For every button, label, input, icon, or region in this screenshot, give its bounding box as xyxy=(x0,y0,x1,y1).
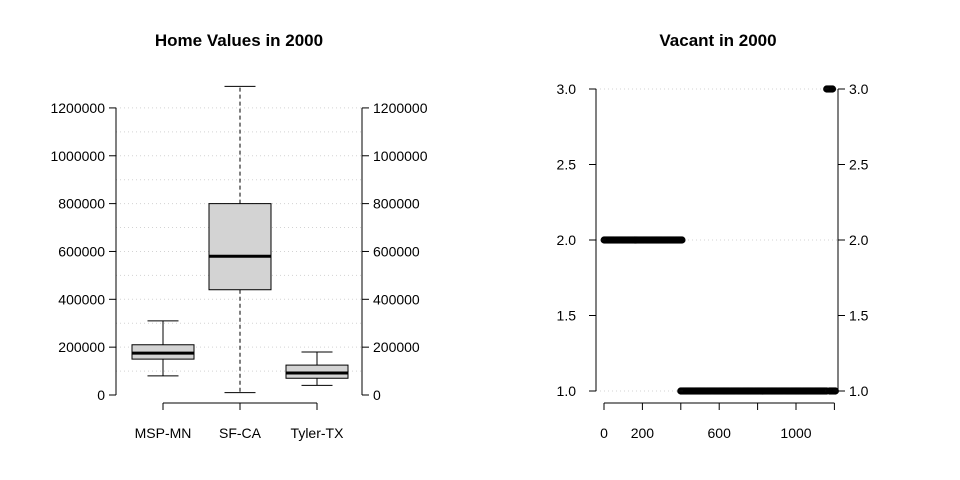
boxplot-marks xyxy=(131,85,349,394)
y-tick-label-right: 3.0 xyxy=(849,81,869,97)
scatter-title: Vacant in 2000 xyxy=(659,31,776,50)
y-tick-label-right: 600000 xyxy=(373,243,420,259)
y-tick-label-right: 1200000 xyxy=(373,100,428,116)
y-tick-label-left: 3.0 xyxy=(557,81,577,97)
y-tick-label-left: 1.0 xyxy=(557,383,577,399)
x-tick-label: 1000 xyxy=(780,425,811,441)
x-tick-label: SF-CA xyxy=(219,425,262,441)
x-tick-label: Tyler-TX xyxy=(291,425,345,441)
y-tick-label-left: 2.5 xyxy=(557,157,577,173)
boxplot-grid xyxy=(116,107,362,372)
y-tick-label-left: 1.5 xyxy=(557,308,577,324)
data-point xyxy=(678,236,686,244)
y-tick-label-left: 1200000 xyxy=(50,100,105,116)
y-tick-label-right: 2.0 xyxy=(849,232,869,248)
scatter-axes: 1.0 1.0 1.5 1.5 2.0 2.0 2.5 2.5 3.0 3.0 0 200 600 100… xyxy=(557,81,869,441)
boxplot-axes: 0 0 200000 200000 400000 400000 600000 600000 80… xyxy=(50,100,427,441)
x-tick-label: 600 xyxy=(708,425,732,441)
data-point xyxy=(828,85,837,93)
y-tick-label-left: 2.0 xyxy=(557,232,577,248)
x-tick-label: 200 xyxy=(631,425,655,441)
y-tick-label-right: 200000 xyxy=(373,339,420,355)
scatter-points xyxy=(600,85,839,395)
boxplot-panel: Home Values in 2000 0 0 200000 200000 400000… xyxy=(50,31,427,441)
y-tick-label-right: 1.0 xyxy=(849,383,869,399)
y-tick-label-right: 1000000 xyxy=(373,148,428,164)
y-tick-label-right: 800000 xyxy=(373,196,420,212)
y-tick-label-right: 1.5 xyxy=(849,308,869,324)
y-tick-label-left: 600000 xyxy=(58,243,105,259)
scatter-panel: Vacant in 2000 1.0 1.0 1.5 1.5 2.0 2.0 2.5 2.5 3… xyxy=(557,31,869,441)
y-tick-label-left: 800000 xyxy=(58,196,105,212)
y-tick-label-right: 0 xyxy=(373,387,381,403)
y-tick-label-left: 0 xyxy=(97,387,105,403)
x-tick-label: 0 xyxy=(600,425,608,441)
y-tick-label-left: 1000000 xyxy=(50,148,105,164)
y-tick-label-right: 400000 xyxy=(373,291,420,307)
y-tick-label-left: 400000 xyxy=(58,291,105,307)
box xyxy=(208,203,272,291)
y-tick-label-left: 200000 xyxy=(58,339,105,355)
boxplot-title: Home Values in 2000 xyxy=(155,31,323,50)
x-tick-label: MSP-MN xyxy=(135,425,192,441)
y-tick-label-right: 2.5 xyxy=(849,157,869,173)
